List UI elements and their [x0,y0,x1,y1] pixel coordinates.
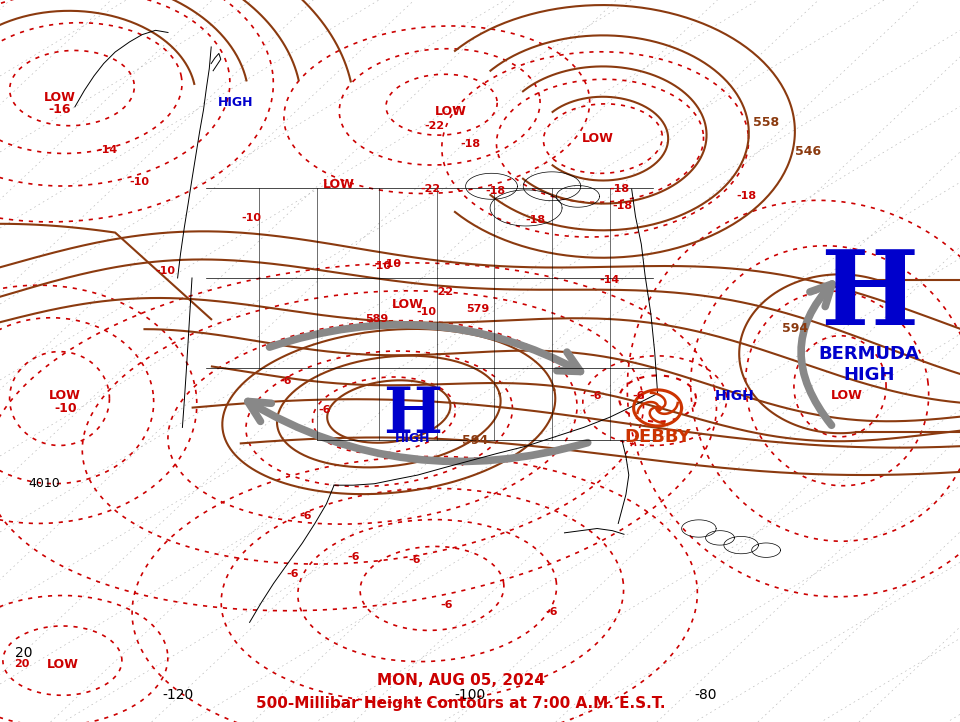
Text: -22: -22 [425,121,444,131]
Text: -18: -18 [486,186,505,196]
Text: 594: 594 [781,322,808,335]
Text: -6: -6 [408,554,421,565]
Text: -6: -6 [440,600,453,610]
Text: LOW: LOW [435,105,468,118]
Text: -10: -10 [156,266,175,276]
Text: -14: -14 [97,145,118,155]
Text: MON, AUG 05, 2024: MON, AUG 05, 2024 [376,673,544,687]
Text: -10: -10 [382,258,401,269]
Text: -22: -22 [420,184,440,194]
Text: 594: 594 [462,434,489,447]
Text: -18: -18 [612,201,632,211]
Text: DEBBY: DEBBY [624,428,691,445]
Text: -16: -16 [48,103,71,116]
Text: 20: 20 [14,659,30,669]
Text: -10: -10 [417,307,436,317]
Text: -22: -22 [434,287,453,297]
Text: -6: -6 [299,511,312,521]
Text: HIGH: HIGH [714,388,755,403]
Text: 546: 546 [795,145,822,158]
Text: -10: -10 [130,177,149,187]
Text: LOW: LOW [830,389,863,402]
Text: -100: -100 [455,687,486,702]
Text: LOW: LOW [43,91,76,104]
Text: -10: -10 [242,213,261,223]
Text: HIGH: HIGH [218,96,252,109]
Text: -80: -80 [694,687,717,702]
Text: 4010: 4010 [28,477,60,490]
Text: -10: -10 [54,402,77,415]
Text: -18: -18 [610,184,629,194]
Text: -14: -14 [599,275,620,285]
Text: 589: 589 [365,314,388,324]
Text: -6: -6 [286,569,300,579]
Text: -6: -6 [545,607,559,617]
Text: H: H [383,385,443,445]
Text: -6: -6 [279,376,293,386]
Text: -18: -18 [526,215,545,225]
Text: LOW: LOW [46,658,79,671]
Text: 500-Millibar Height Contours at 7:00 A.M. E.S.T.: 500-Millibar Height Contours at 7:00 A.M… [256,696,665,710]
Text: -120: -120 [162,687,193,702]
Text: -6: -6 [632,391,645,401]
Text: -18: -18 [461,139,480,149]
Text: BERMUDA
HIGH: BERMUDA HIGH [818,345,920,384]
Text: -6: -6 [347,552,360,562]
Text: LOW: LOW [49,389,82,402]
Text: -10: -10 [372,261,391,271]
Text: HIGH: HIGH [396,432,430,445]
Text: LOW: LOW [582,132,614,145]
Text: -18: -18 [737,191,756,201]
Text: -6: -6 [588,391,602,401]
Text: H: H [820,245,918,347]
Text: LOW: LOW [323,178,355,191]
Text: 20: 20 [15,646,33,661]
Text: 558: 558 [753,116,780,129]
Text: -6: -6 [318,405,331,415]
Text: 579: 579 [467,304,490,314]
Text: LOW: LOW [392,298,424,311]
